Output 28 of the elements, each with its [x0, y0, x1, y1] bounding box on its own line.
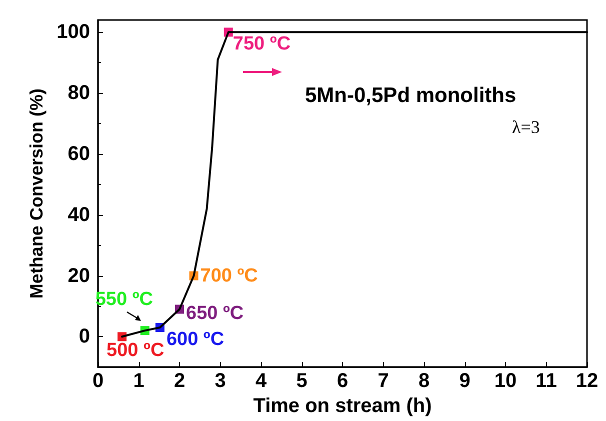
x-axis-title: Time on stream (h) [253, 395, 432, 417]
series-label: 600 ºC [166, 329, 224, 350]
x-tick-label: 11 [536, 370, 557, 392]
y-tick-label: 0 [78, 326, 90, 348]
x-tick-label: 3 [214, 370, 226, 392]
x-tick-label: 2 [174, 370, 186, 392]
x-tick-label: 12 [576, 370, 598, 392]
x-tick-label: 0 [92, 370, 104, 392]
x-tick-label: 6 [336, 370, 348, 392]
text: 5Mn-0,5Pd monoliths [305, 84, 516, 107]
x-tick-label: 4 [255, 370, 268, 392]
x-tick-label: 8 [418, 370, 430, 392]
annotation: λ=3 [512, 117, 540, 137]
series-label: 700 ºC [200, 265, 258, 286]
x-tick-label: 7 [378, 370, 389, 392]
series-label: 500 ºC [106, 340, 164, 362]
x-tick-label: 1 [133, 370, 144, 392]
series-label: 650 ºC [186, 302, 244, 324]
y-tick-label: 40 [68, 204, 90, 226]
x-tick-label: 5 [296, 370, 308, 392]
y-tick-label: 20 [68, 264, 90, 287]
x-tick-label: 10 [494, 370, 517, 392]
y-tick-label: 100 [56, 21, 90, 44]
y-axis-title: Methane Conversion (%) [26, 88, 47, 299]
x-tick-label: 9 [459, 370, 470, 392]
series-label: 750 ºC [232, 34, 291, 55]
y-tick-label: 80 [68, 82, 90, 104]
y-tick-label: 60 [68, 142, 90, 165]
